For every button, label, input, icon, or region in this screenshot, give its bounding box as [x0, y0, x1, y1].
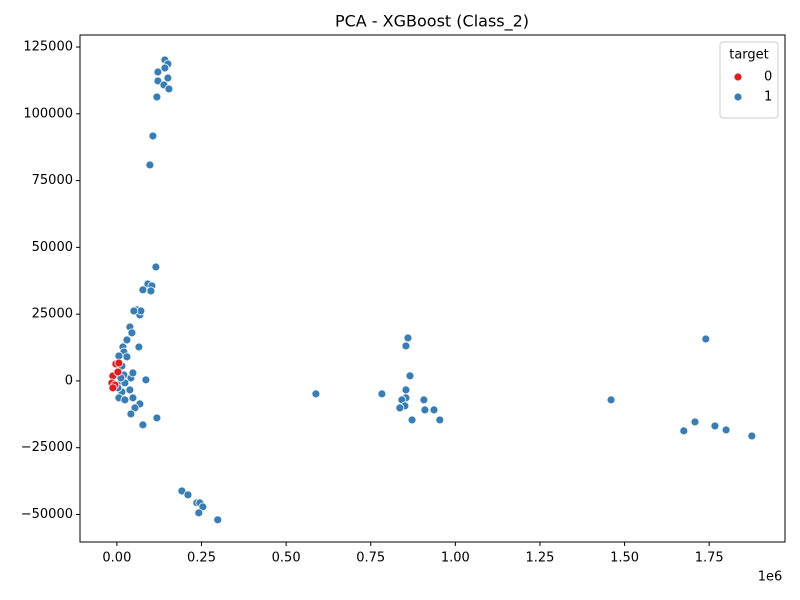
chart-title: PCA - XGBoost (Class_2) — [335, 12, 529, 32]
point — [435, 415, 445, 425]
x-tick-label: 0.75 — [356, 551, 385, 566]
point — [198, 502, 208, 512]
point — [114, 358, 124, 368]
point — [113, 367, 123, 377]
point — [213, 515, 223, 525]
point — [152, 92, 162, 102]
x-tick-label: 0.00 — [102, 551, 131, 566]
point — [126, 409, 136, 419]
point — [122, 335, 132, 345]
point — [160, 63, 170, 73]
legend-label: 1 — [764, 90, 772, 105]
point — [141, 375, 151, 385]
plot-frame — [79, 34, 786, 543]
x-tick-label: 1.50 — [610, 551, 639, 566]
y-tick-label: 0 — [65, 373, 73, 388]
point — [146, 286, 156, 296]
point — [153, 67, 163, 77]
point — [130, 403, 140, 413]
legend-label: 0 — [764, 70, 772, 85]
legend: target 0 1 — [719, 41, 779, 119]
y-tick-label: 125000 — [23, 40, 73, 55]
point — [134, 342, 144, 352]
y-tick-label: −25000 — [21, 440, 73, 455]
x-offset-label: 1e6 — [758, 570, 783, 585]
point — [606, 395, 616, 405]
point — [138, 285, 148, 295]
point — [747, 431, 757, 441]
point — [405, 371, 415, 381]
point — [311, 389, 321, 399]
point — [177, 486, 187, 496]
point — [152, 413, 162, 423]
y-tick-label: 75000 — [32, 173, 73, 188]
y-tick-label: 50000 — [32, 240, 73, 255]
y-tick-label: −50000 — [21, 507, 73, 522]
point — [148, 131, 158, 141]
point — [153, 76, 163, 86]
legend-title: target — [729, 48, 769, 63]
point — [420, 405, 430, 415]
point — [145, 160, 155, 170]
point — [128, 368, 138, 378]
point — [151, 262, 161, 272]
point — [128, 393, 138, 403]
point — [194, 508, 204, 518]
point — [125, 385, 135, 395]
y-tick-label: 25000 — [32, 307, 73, 322]
x-tick-label: 0.25 — [187, 551, 216, 566]
point — [403, 333, 413, 343]
point — [377, 389, 387, 399]
x-tick-label: 0.50 — [272, 551, 301, 566]
point — [679, 426, 689, 436]
point — [710, 421, 720, 431]
point — [183, 490, 193, 500]
point — [129, 306, 139, 316]
x-tick-label: 1.25 — [525, 551, 554, 566]
point — [127, 328, 137, 338]
legend-marker — [733, 92, 743, 102]
point — [138, 420, 148, 430]
point — [164, 84, 174, 94]
point — [401, 341, 411, 351]
x-tick-label: 1.75 — [695, 551, 724, 566]
point — [407, 415, 417, 425]
point — [419, 395, 429, 405]
point — [701, 334, 711, 344]
point — [120, 395, 130, 405]
point — [108, 383, 118, 393]
point — [122, 352, 132, 362]
legend-marker — [733, 72, 743, 82]
point — [395, 403, 405, 413]
point — [721, 425, 731, 435]
point — [690, 417, 700, 427]
point — [429, 405, 439, 415]
point — [401, 385, 411, 395]
x-tick-label: 1.00 — [441, 551, 470, 566]
y-tick-label: 100000 — [23, 106, 73, 121]
point — [163, 73, 173, 83]
